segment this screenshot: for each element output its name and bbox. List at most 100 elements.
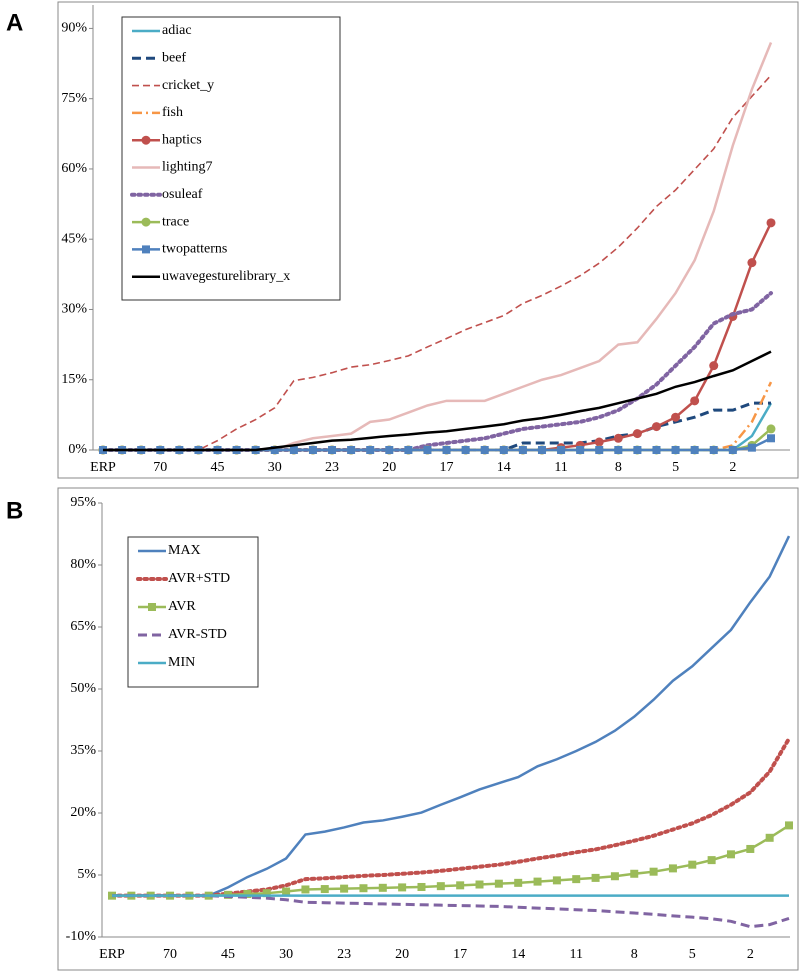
x-tick-label: 11 bbox=[554, 460, 567, 475]
legend-label: AVR+STD bbox=[168, 571, 230, 586]
point bbox=[518, 446, 527, 454]
x-tick-label: 45 bbox=[211, 460, 225, 475]
y-tick-label: 30% bbox=[61, 302, 87, 317]
point bbox=[632, 429, 642, 439]
x-tick-label: 20 bbox=[395, 947, 409, 962]
point bbox=[649, 867, 658, 876]
point bbox=[747, 443, 756, 452]
point bbox=[308, 446, 317, 454]
point bbox=[494, 879, 503, 888]
y-tick-label: 95% bbox=[70, 495, 96, 510]
point bbox=[707, 856, 716, 865]
legend-label: fish bbox=[162, 105, 183, 120]
series-line bbox=[103, 350, 772, 452]
series-line bbox=[112, 535, 791, 897]
x-tick-label: ERP bbox=[90, 460, 116, 475]
point bbox=[651, 422, 661, 432]
point bbox=[359, 884, 368, 893]
legend-marker bbox=[148, 603, 156, 611]
point bbox=[270, 446, 279, 454]
x-tick-label: 17 bbox=[440, 460, 454, 475]
y-tick-label: -10% bbox=[66, 929, 97, 944]
y-tick-label: 15% bbox=[61, 372, 87, 387]
x-tick-label: 8 bbox=[615, 460, 622, 475]
x-tick-label: 23 bbox=[325, 460, 339, 475]
x-tick-label: 8 bbox=[631, 947, 638, 962]
y-tick-label: 20% bbox=[70, 805, 96, 820]
point bbox=[709, 361, 719, 371]
point bbox=[766, 218, 776, 228]
legend-label: MAX bbox=[168, 543, 201, 558]
panel-label: A bbox=[6, 9, 23, 36]
point bbox=[576, 446, 585, 454]
panel-label: B bbox=[6, 497, 23, 524]
y-tick-label: 65% bbox=[70, 619, 96, 634]
point bbox=[456, 881, 465, 890]
y-tick-label: 90% bbox=[61, 21, 87, 36]
x-tick-label: 5 bbox=[689, 947, 696, 962]
point bbox=[347, 446, 356, 454]
point bbox=[301, 885, 310, 894]
y-tick-label: 80% bbox=[70, 557, 96, 572]
point bbox=[767, 434, 775, 443]
point bbox=[688, 860, 697, 869]
point bbox=[557, 446, 566, 454]
point bbox=[537, 446, 546, 454]
point bbox=[746, 844, 755, 853]
point bbox=[747, 258, 757, 268]
point bbox=[475, 880, 484, 889]
x-tick-label: 30 bbox=[279, 947, 293, 962]
x-tick-label: 70 bbox=[163, 947, 177, 962]
legend-label: adiac bbox=[162, 23, 192, 38]
point bbox=[726, 850, 735, 859]
point bbox=[417, 882, 426, 891]
legend-label: uwavegesturelibrary_x bbox=[162, 269, 290, 284]
point bbox=[671, 412, 681, 422]
y-tick-label: 45% bbox=[61, 231, 87, 246]
legend-label: osuleaf bbox=[162, 187, 203, 202]
point bbox=[480, 446, 489, 454]
x-tick-label: 20 bbox=[382, 460, 396, 475]
legend-label: twopatterns bbox=[162, 242, 227, 257]
legend-marker bbox=[141, 217, 151, 227]
point bbox=[243, 890, 252, 899]
x-tick-label: 5 bbox=[672, 460, 679, 475]
y-tick-label: 0% bbox=[68, 442, 87, 457]
point bbox=[709, 446, 718, 454]
point bbox=[572, 875, 581, 884]
point bbox=[461, 446, 470, 454]
point bbox=[613, 433, 623, 443]
point bbox=[398, 883, 407, 892]
point bbox=[320, 885, 329, 894]
x-tick-label: 14 bbox=[511, 947, 525, 962]
point bbox=[442, 446, 451, 454]
point bbox=[499, 446, 508, 454]
y-tick-label: 60% bbox=[61, 161, 87, 176]
point bbox=[595, 446, 604, 454]
point bbox=[404, 446, 413, 454]
point bbox=[690, 396, 700, 406]
y-tick-label: 50% bbox=[70, 681, 96, 696]
point bbox=[289, 446, 298, 454]
legend-label: AVR-STD bbox=[168, 627, 227, 642]
x-tick-label: 23 bbox=[337, 947, 351, 962]
point bbox=[514, 878, 523, 887]
legend-label: haptics bbox=[162, 132, 202, 147]
legend-label: MIN bbox=[168, 655, 195, 670]
x-tick-label: 2 bbox=[747, 947, 754, 962]
x-tick-label: 17 bbox=[453, 947, 467, 962]
series-line bbox=[103, 74, 772, 451]
point bbox=[328, 446, 337, 454]
x-tick-label: 45 bbox=[221, 947, 235, 962]
point bbox=[262, 889, 271, 898]
x-tick-label: 11 bbox=[569, 947, 582, 962]
point bbox=[282, 887, 291, 896]
legend-label: AVR bbox=[168, 599, 196, 614]
point bbox=[614, 446, 623, 454]
point bbox=[340, 884, 349, 893]
y-tick-label: 35% bbox=[70, 743, 96, 758]
point bbox=[633, 446, 642, 454]
legend-label: cricket_y bbox=[162, 78, 214, 93]
point bbox=[671, 446, 680, 454]
